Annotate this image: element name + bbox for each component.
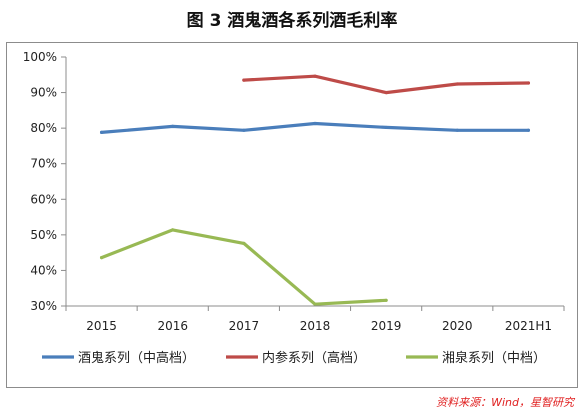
data-point <box>242 78 246 82</box>
y-tick-label: 50% <box>30 228 57 242</box>
x-axis-ticks: 2015 2016 2017 2018 2019 2020 2021H1 <box>65 306 565 333</box>
series-line-2 <box>99 228 388 306</box>
data-point <box>99 130 104 135</box>
x-tick-label: 2015 <box>86 319 117 333</box>
data-point <box>384 298 388 302</box>
x-tick-label: 2016 <box>157 319 188 333</box>
data-point <box>242 128 246 132</box>
x-tick-label: 2020 <box>442 319 473 333</box>
y-axis-ticks: 100% 90% 80% 70% 60% 50% 40% 30% <box>23 50 66 313</box>
x-tick-label: 2019 <box>371 319 402 333</box>
chart-title: 图 3 酒鬼酒各系列酒毛利率 <box>186 11 398 31</box>
data-point <box>384 90 388 95</box>
data-point <box>242 241 246 245</box>
legend-label-1: 内参系列（高档） <box>262 350 366 366</box>
data-point <box>455 82 459 86</box>
data-point <box>313 74 317 78</box>
data-point <box>455 128 459 132</box>
y-tick-label: 40% <box>30 263 57 277</box>
y-tick-label: 60% <box>30 192 57 206</box>
y-tick-label: 100% <box>23 50 57 64</box>
y-tick-label: 70% <box>30 157 57 171</box>
source-note: 资料来源：Wind，星智研究 <box>436 396 574 409</box>
x-tick-label: 2017 <box>229 319 260 333</box>
x-tick-label: 2018 <box>300 319 331 333</box>
legend: 酒鬼系列（中高档） 内参系列（高档） 湘泉系列（中档） <box>42 350 546 366</box>
data-point <box>313 121 317 126</box>
data-point <box>526 81 531 85</box>
data-point <box>99 256 104 260</box>
legend-label-2: 湘泉系列（中档） <box>442 350 546 366</box>
y-tick-label: 90% <box>30 86 57 100</box>
data-point <box>384 125 388 130</box>
series-line-1 <box>242 74 531 95</box>
data-point <box>313 302 317 306</box>
data-point <box>171 124 175 128</box>
data-point <box>526 128 531 132</box>
y-tick-label: 80% <box>30 121 57 135</box>
legend-label-0: 酒鬼系列（中高档） <box>78 350 195 366</box>
data-point <box>171 228 175 232</box>
series-lines <box>99 74 531 306</box>
y-tick-label: 30% <box>30 299 57 313</box>
x-tick-label: 2021H1 <box>505 319 552 333</box>
chart-frame <box>6 42 578 388</box>
